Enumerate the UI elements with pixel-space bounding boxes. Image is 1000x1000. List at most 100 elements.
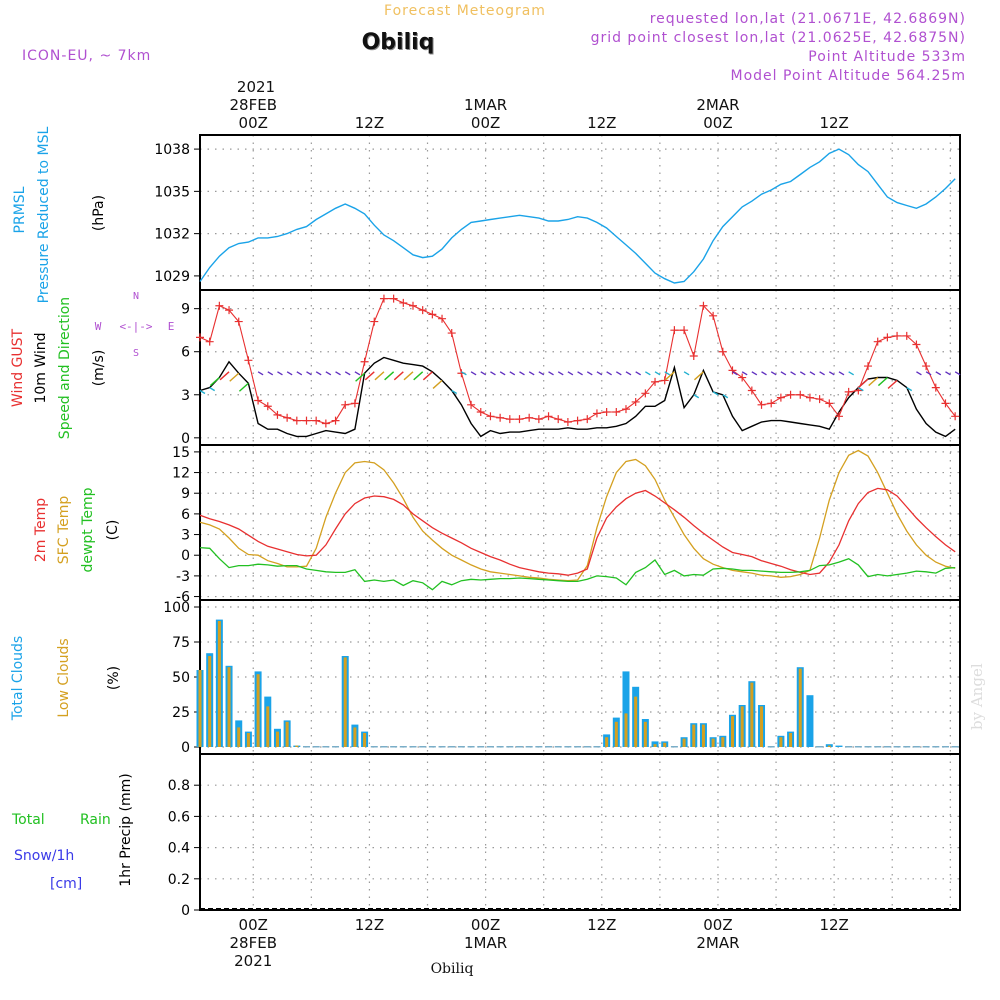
gust-point	[254, 396, 263, 405]
gust-label: Wind GUST	[10, 328, 26, 407]
precip-unit: 1hr Precip (mm)	[118, 773, 134, 886]
wind-barb	[741, 371, 748, 376]
y-tick-label: 15	[172, 445, 190, 461]
wind-barb	[519, 371, 525, 376]
gust-point	[651, 377, 660, 386]
bottom-time-label: 00Z	[471, 916, 500, 934]
low-cloud-bar	[721, 737, 725, 747]
wind-line	[199, 356, 956, 438]
gust-point	[505, 415, 514, 424]
low-cloud-bar	[285, 721, 289, 747]
low-cloud-label: Low Clouds	[56, 638, 72, 717]
gust-point	[864, 362, 873, 371]
wind-barb	[209, 386, 216, 392]
gust-point	[718, 347, 727, 356]
y-tick-label: 6	[181, 345, 190, 361]
total-cloud-bar	[854, 746, 862, 748]
panel-clouds: 0 25 50 75 100	[163, 599, 961, 756]
total-cloud-bar	[883, 746, 891, 748]
panel-1hr-precip: 0 0.2 0.4 0.6 0.8	[168, 753, 961, 919]
wind-barb	[693, 394, 700, 399]
dewpoint-line	[199, 546, 956, 591]
total-cloud-bar	[845, 746, 853, 748]
gust-point	[573, 416, 582, 425]
gust-point	[447, 329, 456, 338]
gust-point	[302, 416, 311, 425]
gust-point	[583, 415, 592, 424]
y-tick-label: 0	[181, 740, 190, 756]
gust-point	[312, 416, 321, 425]
total-cloud-bar	[806, 695, 814, 747]
wind-barb	[858, 378, 869, 388]
wind-barb	[296, 371, 303, 376]
total-cloud-bar	[409, 746, 417, 748]
wind-barb	[257, 371, 264, 376]
gust-point	[486, 412, 495, 421]
rain-label: Rain	[80, 812, 111, 828]
wind-barb	[780, 371, 787, 376]
y-tick-label: 6	[181, 507, 190, 523]
gust-point	[360, 357, 369, 366]
wind-barb	[335, 371, 341, 376]
gust-point	[563, 418, 572, 427]
total-label: Total	[11, 812, 45, 828]
model-label: ICON-EU, ~ 7km	[22, 48, 151, 64]
low-cloud-bar	[730, 716, 734, 747]
total-cloud-bar	[477, 746, 485, 748]
gust-point	[399, 298, 408, 307]
top-date-label: 1MAR	[464, 96, 507, 114]
y-tick-label: 3	[181, 528, 190, 544]
wind-barb	[384, 371, 395, 381]
panel-frame	[199, 289, 961, 446]
requested-coords: requested lon,lat (21.0671E, 42.6869N)	[650, 11, 966, 27]
wind-unit: (m/s)	[91, 350, 107, 387]
total-cloud-bar	[322, 746, 330, 748]
total-cloud-bar	[448, 746, 456, 748]
wind-barb	[548, 371, 554, 376]
wind-barb	[586, 371, 593, 376]
wind-barb	[199, 389, 206, 395]
gust-point	[496, 413, 505, 422]
gust-point	[951, 412, 960, 421]
total-cloud-bar	[670, 746, 678, 748]
gust-point	[931, 383, 940, 392]
wind-barb	[577, 371, 583, 376]
wind-barb	[809, 371, 816, 376]
top-time-label: 12Z	[587, 114, 616, 132]
bottom-date-label: 2MAR	[696, 934, 739, 952]
low-cloud-bar	[266, 706, 270, 747]
wind-barb	[732, 371, 738, 376]
top-date-label: 28FEB	[230, 96, 277, 114]
y-tick-label: -3	[176, 569, 190, 585]
wind-barb	[355, 372, 366, 382]
low-cloud-bar	[237, 727, 241, 747]
gust-point	[292, 416, 301, 425]
panel-temperature: -6 -3 0 3 6 9 12 15	[172, 444, 961, 606]
temp-unit: (C)	[105, 520, 121, 541]
total-cloud-bar	[506, 746, 514, 748]
bottom-time-label: 12Z	[819, 916, 848, 934]
total-cloud-bar	[486, 746, 494, 748]
wind-barb	[693, 371, 704, 381]
low-cloud-bar	[798, 668, 802, 747]
wind-barb	[413, 371, 424, 381]
top-time-label: 00Z	[703, 114, 732, 132]
gust-point	[283, 413, 292, 422]
wind-barb	[286, 371, 293, 376]
prmsl-label: PRMSL	[12, 186, 28, 233]
cloud-unit: (%)	[106, 666, 122, 690]
gust-point	[844, 387, 853, 396]
low-cloud-bar	[750, 682, 754, 747]
wind-barb	[615, 371, 622, 376]
gust-point	[234, 317, 243, 326]
wind-barb	[267, 371, 274, 376]
wind-barb	[229, 372, 240, 382]
footer-station: Obiliq	[431, 961, 474, 977]
gust-point	[350, 399, 359, 408]
total-cloud-bar	[390, 746, 398, 748]
gust-point	[873, 337, 882, 346]
wind-barb	[625, 371, 632, 376]
panel-frame	[199, 753, 961, 911]
total-cloud-bar	[496, 746, 504, 748]
gust-point	[689, 352, 698, 361]
